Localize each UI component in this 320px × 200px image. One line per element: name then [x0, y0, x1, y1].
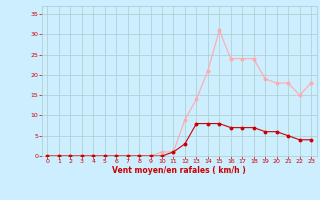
X-axis label: Vent moyen/en rafales ( km/h ): Vent moyen/en rafales ( km/h ) [112, 166, 246, 175]
